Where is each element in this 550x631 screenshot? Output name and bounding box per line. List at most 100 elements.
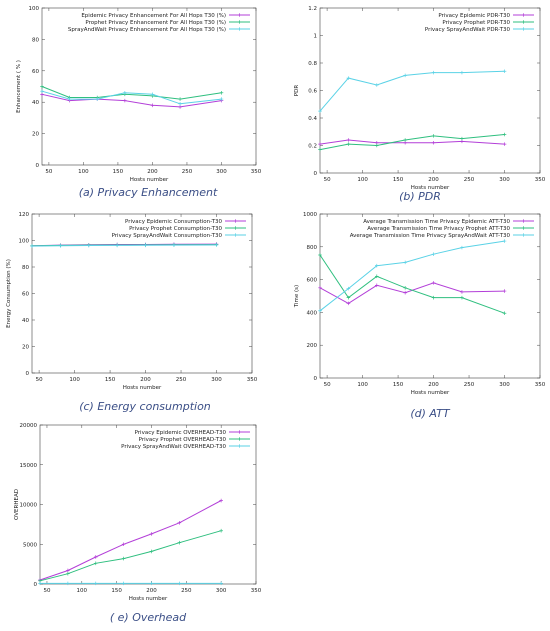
data-point-spraywait <box>40 89 44 94</box>
x-tick-label: 50 <box>45 169 52 175</box>
data-point-spraywait <box>403 260 407 265</box>
data-point-spraywait <box>346 76 351 80</box>
x-tick-label: 150 <box>113 169 124 175</box>
legend-label-prophet: Privacy Prophet PDR-T30 <box>442 20 510 26</box>
series-line-epidemic <box>319 282 505 304</box>
data-point-spraywait <box>318 109 322 113</box>
data-point-prophet <box>219 528 223 533</box>
x-tick-label: 200 <box>428 177 439 183</box>
data-point-prophet <box>66 571 70 576</box>
chart-caption: ( e) Overhead <box>110 611 187 624</box>
data-point-spraywait <box>346 286 351 291</box>
legend-marker-prophet <box>237 20 242 24</box>
legend-label-epidemic: Privacy Epidemic OVERHEAD-T30 <box>135 430 227 436</box>
x-tick-label: 100 <box>357 382 368 388</box>
legend-label-prophet: Prophet Privacy Enhancement For All Hops… <box>85 20 226 26</box>
legend-label-spraywait: Privacy SprayAndWait OVERHEAD-T30 <box>121 444 226 450</box>
data-point-epidemic <box>93 555 98 559</box>
data-point-epidemic <box>178 105 182 109</box>
chart-e: 0 5000 10000 15000 20000 50 100 150 200 250 300 350… <box>14 423 262 624</box>
y-axis-label: OVERHEAD <box>14 489 20 520</box>
y-tick-label: 40 <box>32 100 39 106</box>
data-point-epidemic <box>431 281 436 285</box>
data-point-prophet <box>403 138 407 142</box>
data-point-spraywait <box>502 239 507 243</box>
x-tick-label: 250 <box>464 177 475 183</box>
y-tick-label: 0 <box>26 371 30 377</box>
data-point-spraywait <box>431 70 436 75</box>
data-point-prophet <box>403 286 407 290</box>
data-point-prophet <box>121 556 126 561</box>
y-tick-label: 800 <box>307 245 318 251</box>
data-point-spraywait <box>460 70 464 75</box>
data-point-spraywait <box>214 243 219 247</box>
data-point-prophet <box>502 311 507 316</box>
y-tick-label: 0.2 <box>308 144 317 150</box>
data-point-prophet <box>460 136 464 141</box>
data-point-prophet <box>374 274 379 279</box>
legend-label-spraywait: Privacy SprayAndWait PDR-T30 <box>425 27 511 33</box>
y-tick-label: 600 <box>307 278 318 284</box>
data-point-epidemic <box>318 286 322 290</box>
data-point-spraywait <box>30 244 34 248</box>
data-point-spraywait <box>150 92 155 97</box>
data-point-prophet <box>460 295 464 300</box>
legend-marker-spraywait <box>521 27 526 31</box>
legend-label-epidemic: Privacy Epidemic Consumption-T30 <box>125 219 222 225</box>
x-axis-label: Hosts number <box>129 596 168 602</box>
data-point-prophet <box>177 540 182 545</box>
y-tick-label: 5000 <box>23 542 37 548</box>
x-tick-label: 200 <box>146 588 157 594</box>
legend-marker-prophet <box>233 226 238 230</box>
legend-label-epidemic: Privacy Epidemic PDR-T30 <box>438 13 510 19</box>
x-tick-label: 100 <box>69 377 80 383</box>
y-tick-label: 80 <box>32 37 39 43</box>
data-point-spraywait <box>172 243 176 247</box>
series-line-epidemic <box>319 139 505 145</box>
data-point-prophet <box>178 97 182 101</box>
x-tick-label: 300 <box>499 382 510 388</box>
x-tick-label: 50 <box>36 377 43 383</box>
data-point-epidemic <box>318 142 322 146</box>
data-point-spraywait <box>149 581 154 586</box>
data-point-epidemic <box>346 301 351 306</box>
y-tick-label: 15000 <box>20 463 38 469</box>
data-point-prophet <box>318 147 322 152</box>
x-tick-label: 50 <box>43 588 50 594</box>
data-point-spraywait <box>121 581 126 586</box>
y-tick-label: 20 <box>22 345 29 351</box>
legend-marker-spraywait <box>233 233 238 237</box>
data-point-epidemic <box>374 283 379 288</box>
x-tick-label: 350 <box>535 177 546 183</box>
x-tick-label: 350 <box>535 382 546 388</box>
x-tick-label: 50 <box>324 177 331 183</box>
y-tick-label: 0.8 <box>308 61 317 67</box>
legend-marker-prophet <box>237 437 242 441</box>
series-line-spraywait <box>319 240 505 312</box>
series-line-spraywait <box>319 70 505 112</box>
data-point-spraywait <box>86 243 91 248</box>
data-point-prophet <box>431 134 436 138</box>
x-tick-label: 300 <box>216 169 227 175</box>
chart-caption: (b) PDR <box>399 190 441 203</box>
data-point-epidemic <box>431 140 436 145</box>
data-point-epidemic <box>149 532 154 536</box>
data-point-spraywait <box>123 90 127 95</box>
x-tick-label: 350 <box>251 169 262 175</box>
x-axis-label: Hosts number <box>411 390 450 396</box>
x-tick-label: 250 <box>176 377 187 383</box>
y-tick-label: 100 <box>19 239 30 245</box>
data-point-epidemic <box>346 138 351 142</box>
legend-label-epidemic: Epidemic Privacy Enhancement For All Hop… <box>81 13 226 19</box>
data-point-epidemic <box>123 98 127 103</box>
data-point-spraywait <box>403 73 407 78</box>
y-tick-label: 120 <box>19 212 30 218</box>
x-tick-label: 150 <box>393 382 404 388</box>
chart-d: 0 200 400 600 800 1000 50 100 150 200 250 300 350 Hos… <box>294 212 546 420</box>
y-tick-label: 0.4 <box>308 116 317 122</box>
chart-c: 0 20 40 60 80 100 120 50 100 150 200 250 300 350 Hosts… <box>6 212 258 413</box>
data-point-spraywait <box>143 243 148 248</box>
y-tick-label: 200 <box>307 343 318 349</box>
y-tick-label: 0 <box>314 376 318 382</box>
